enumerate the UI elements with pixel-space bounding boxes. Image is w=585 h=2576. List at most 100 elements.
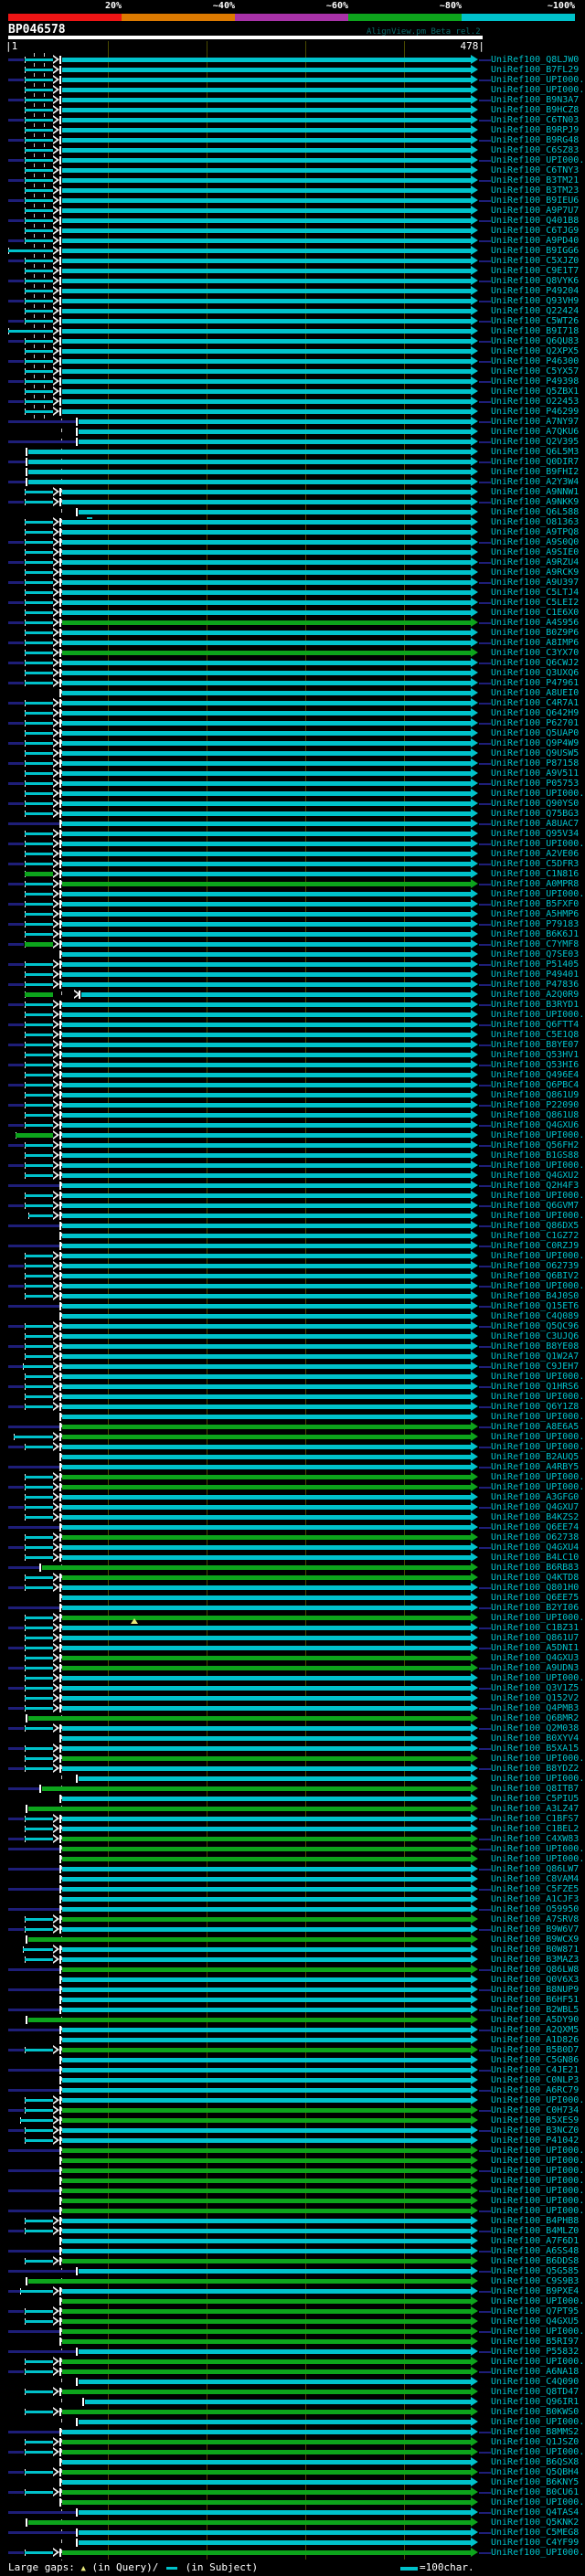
alignment-row[interactable]: UniRef100_C4R7A1	[0, 698, 585, 708]
alignment-row[interactable]: UniRef100_P87158	[0, 758, 585, 769]
hit-label[interactable]: UniRef100_B3MAZ3	[491, 1955, 580, 1965]
alignment-row[interactable]: UniRef100_Q6QU83	[0, 336, 585, 346]
alignment-row[interactable]: UniRef100_Q1HRS6	[0, 1382, 585, 1392]
hit-label[interactable]: UniRef100_A9U397	[491, 578, 580, 588]
alignment-row[interactable]: UniRef100_A0MPR8	[0, 879, 585, 889]
hit-label[interactable]: UniRef100_B6RB83	[491, 1563, 580, 1573]
hit-label[interactable]: UniRef100_A9TPQ8	[491, 527, 580, 537]
alignment-row[interactable]: UniRef100_C8VAM4	[0, 1874, 585, 1884]
alignment-row[interactable]: UniRef100_A4S956	[0, 618, 585, 628]
hsp-bar[interactable]	[62, 1967, 471, 1972]
hit-label[interactable]: UniRef100_Q4GXU5	[491, 2316, 580, 2327]
alignment-row[interactable]: UniRef100_Q3V1Z5	[0, 1683, 585, 1693]
hit-label[interactable]: UniRef100_C9S9B3	[491, 2276, 580, 2286]
alignment-row[interactable]: UniRef100_Q6CWJ2	[0, 658, 585, 668]
hsp-bar[interactable]	[62, 2460, 471, 2465]
hsp-bar[interactable]	[79, 1776, 471, 1781]
hit-label[interactable]: UniRef100_UPI000..	[491, 2095, 585, 2105]
hsp-bar[interactable]	[62, 1837, 471, 1841]
hit-label[interactable]: UniRef100_A7SRV8	[491, 1914, 580, 1924]
alignment-row[interactable]: UniRef100_Q6EE75	[0, 1593, 585, 1603]
hsp-bar[interactable]	[62, 1917, 471, 1922]
hsp-bar[interactable]	[62, 520, 471, 525]
alignment-row[interactable]: UniRef100_C6TJG9	[0, 226, 585, 236]
alignment-row[interactable]: UniRef100_UPI000..	[0, 1392, 585, 1402]
hit-label[interactable]: UniRef100_A6SS48	[491, 2246, 580, 2256]
hsp-bar[interactable]	[62, 600, 471, 605]
hsp-bar[interactable]	[62, 1093, 471, 1097]
alignment-row[interactable]: UniRef100_C1BZ31	[0, 1623, 585, 1633]
alignment-row[interactable]: UniRef100_Q6PBC4	[0, 1080, 585, 1090]
hit-label[interactable]: UniRef100_UPI000..	[491, 889, 585, 899]
alignment-row[interactable]: UniRef100_Q4GXU5	[0, 2316, 585, 2327]
alignment-row[interactable]: UniRef100_P49398	[0, 376, 585, 387]
hit-label[interactable]: UniRef100_Q1JSZ0	[491, 2437, 580, 2447]
alignment-row[interactable]: UniRef100_UPI000..	[0, 1130, 585, 1140]
hsp-bar[interactable]	[62, 1063, 471, 1067]
hsp-bar[interactable]	[62, 2410, 471, 2414]
hsp-bar[interactable]	[62, 2028, 471, 2032]
hsp-bar[interactable]	[62, 560, 471, 565]
alignment-row[interactable]: UniRef100_Q6FTT4	[0, 1020, 585, 1030]
hit-label[interactable]: UniRef100_Q9USW5	[491, 748, 580, 758]
alignment-row[interactable]: UniRef100_UPI000..	[0, 1010, 585, 1020]
hit-label[interactable]: UniRef100_B5XA15	[491, 1744, 580, 1754]
hsp-bar[interactable]	[62, 1545, 471, 1550]
hit-label[interactable]: UniRef100_Q401B8	[491, 216, 580, 226]
hit-label[interactable]: UniRef100_A2VE06	[491, 849, 580, 859]
alignment-row[interactable]: UniRef100_C6TN03	[0, 115, 585, 125]
alignment-row[interactable]: UniRef100_P46299	[0, 407, 585, 417]
hit-label[interactable]: UniRef100_Q2V395	[491, 437, 580, 447]
hit-label[interactable]: UniRef100_B2AUQ5	[491, 1452, 580, 1462]
hsp-bar[interactable]	[79, 429, 471, 434]
hit-label[interactable]: UniRef100_B4KZS2	[491, 1512, 580, 1522]
hit-label[interactable]: UniRef100_UPI000..	[491, 155, 585, 165]
hit-label[interactable]: UniRef100_A2Y3W4	[491, 477, 580, 487]
alignment-row[interactable]: UniRef100_UPI000..	[0, 1412, 585, 1422]
alignment-row[interactable]: UniRef100_Q401B8	[0, 216, 585, 226]
hit-label[interactable]: UniRef100_B0XYV4	[491, 1733, 580, 1744]
hit-label[interactable]: UniRef100_Q6BIV2	[491, 1271, 580, 1281]
hit-label[interactable]: UniRef100_Q4TAS4	[491, 2507, 580, 2518]
hsp-bar[interactable]	[62, 409, 471, 414]
alignment-row[interactable]: UniRef100_A9RCK9	[0, 567, 585, 578]
hsp-bar[interactable]	[62, 1173, 471, 1178]
alignment-row[interactable]: UniRef100_B7FL29	[0, 65, 585, 75]
alignment-row[interactable]: UniRef100_A6RC79	[0, 2085, 585, 2095]
hit-label[interactable]: UniRef100_UPI000..	[491, 2447, 585, 2457]
alignment-row[interactable]: UniRef100_C6SZ83	[0, 145, 585, 155]
hit-label[interactable]: UniRef100_Q9P4W9	[491, 738, 580, 748]
hsp-bar[interactable]	[85, 2400, 471, 2404]
alignment-row[interactable]: UniRef100_P49204	[0, 286, 585, 296]
hsp-bar[interactable]	[62, 2108, 471, 2113]
alignment-row[interactable]: UniRef100_C1BEL2	[0, 1824, 585, 1834]
hit-label[interactable]: UniRef100_P49204	[491, 286, 580, 296]
hsp-bar[interactable]	[62, 610, 471, 615]
alignment-row[interactable]: UniRef100_A6SS48	[0, 2246, 585, 2256]
alignment-row[interactable]: UniRef100_B9IGG6	[0, 246, 585, 256]
hsp-bar[interactable]	[62, 1495, 471, 1500]
hsp-bar[interactable]	[62, 1797, 471, 1801]
hsp-bar[interactable]	[62, 550, 471, 555]
hit-label[interactable]: UniRef100_B9PXE4	[491, 2286, 580, 2296]
hit-label[interactable]: UniRef100_Q6Y1Z8	[491, 1402, 580, 1412]
alignment-row[interactable]: UniRef100_Q2V395	[0, 437, 585, 447]
alignment-row[interactable]: UniRef100_C4XW83	[0, 1834, 585, 1844]
hsp-bar[interactable]	[62, 1113, 471, 1118]
hsp-bar[interactable]	[62, 2189, 471, 2193]
alignment-row[interactable]: UniRef100_UPI000..	[0, 1281, 585, 1291]
hit-label[interactable]: UniRef100_Q86DX5	[491, 1221, 580, 1231]
alignment-row[interactable]: UniRef100_Q4GXU6	[0, 1120, 585, 1130]
hit-label[interactable]: UniRef100_C3UJQ6	[491, 1331, 580, 1341]
alignment-row[interactable]: UniRef100_UPI000..	[0, 1432, 585, 1442]
alignment-row[interactable]: UniRef100_A9TPQ8	[0, 527, 585, 537]
alignment-row[interactable]: UniRef100_B0KWS0	[0, 2407, 585, 2417]
hit-label[interactable]: UniRef100_P47961	[491, 678, 580, 688]
alignment-row[interactable]: UniRef100_UPI000..	[0, 2497, 585, 2507]
hsp-bar[interactable]	[62, 1465, 471, 1469]
hsp-bar[interactable]	[62, 58, 471, 62]
hsp-bar[interactable]	[62, 2038, 471, 2042]
hit-label[interactable]: UniRef100_C5MEG8	[491, 2528, 580, 2538]
hsp-bar[interactable]	[62, 1394, 471, 1399]
alignment-row[interactable]: UniRef100_P55832	[0, 2347, 585, 2357]
